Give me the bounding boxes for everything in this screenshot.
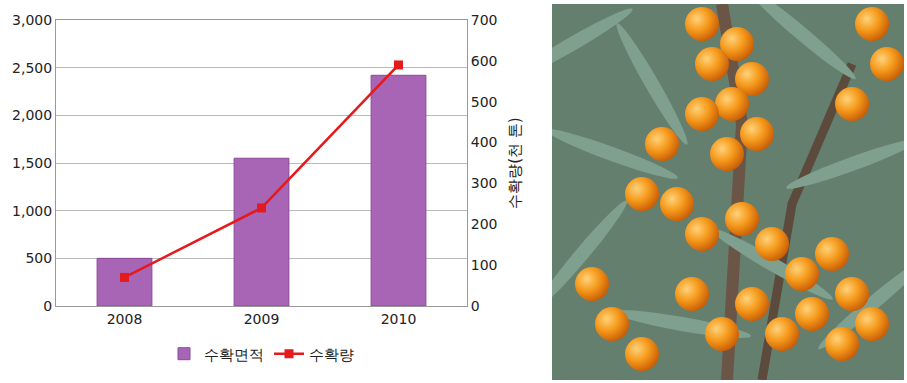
svg-text:1,500: 1,500 <box>12 155 52 171</box>
svg-text:300: 300 <box>471 175 498 191</box>
svg-text:수확량: 수확량 <box>309 346 354 364</box>
svg-text:3,000: 3,000 <box>12 12 52 28</box>
svg-text:500: 500 <box>25 250 52 266</box>
svg-text:600: 600 <box>471 53 498 69</box>
svg-text:2008: 2008 <box>107 311 143 327</box>
svg-text:400: 400 <box>471 134 498 150</box>
svg-text:100: 100 <box>471 257 498 273</box>
svg-text:2009: 2009 <box>244 311 280 327</box>
svg-text:2010: 2010 <box>381 311 417 327</box>
svg-text:수확량(천 톤): 수확량(천 톤) <box>506 117 524 208</box>
svg-text:0: 0 <box>471 298 480 314</box>
svg-text:200: 200 <box>471 216 498 232</box>
svg-text:700: 700 <box>471 12 498 28</box>
svg-text:500: 500 <box>471 94 498 110</box>
svg-text:0: 0 <box>43 298 52 314</box>
svg-text:2,500: 2,500 <box>12 60 52 76</box>
svg-text:2,000: 2,000 <box>12 107 52 123</box>
svg-text:수확면적: 수확면적 <box>204 346 264 364</box>
svg-text:1,000: 1,000 <box>12 203 52 219</box>
